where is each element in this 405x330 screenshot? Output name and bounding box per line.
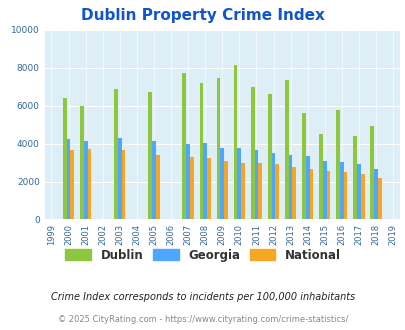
Bar <box>190 157 193 219</box>
Bar <box>216 78 220 219</box>
Bar <box>301 113 305 219</box>
Bar <box>122 150 125 219</box>
Bar <box>117 138 121 219</box>
Bar <box>275 164 279 219</box>
Bar <box>326 171 330 219</box>
Bar <box>288 155 292 219</box>
Bar <box>356 164 360 219</box>
Bar <box>271 153 275 219</box>
Bar <box>199 83 203 219</box>
Bar <box>182 73 186 219</box>
Text: Dublin Property Crime Index: Dublin Property Crime Index <box>81 8 324 23</box>
Bar <box>322 161 326 219</box>
Bar <box>83 141 87 219</box>
Bar <box>87 149 91 219</box>
Bar <box>309 169 313 219</box>
Bar <box>267 94 271 219</box>
Bar <box>373 169 377 219</box>
Bar <box>335 110 339 219</box>
Bar <box>241 163 244 219</box>
Bar <box>339 162 343 219</box>
Legend: Dublin, Georgia, National: Dublin, Georgia, National <box>60 244 345 266</box>
Bar <box>237 148 241 219</box>
Bar <box>203 143 207 219</box>
Bar <box>63 98 66 219</box>
Bar <box>114 89 117 219</box>
Bar <box>148 92 152 219</box>
Bar <box>284 80 288 219</box>
Bar <box>318 134 322 219</box>
Bar <box>66 139 70 219</box>
Bar <box>186 144 190 219</box>
Bar <box>292 167 296 219</box>
Bar <box>233 65 237 219</box>
Bar <box>352 136 356 219</box>
Bar <box>343 172 347 219</box>
Text: © 2025 CityRating.com - https://www.cityrating.com/crime-statistics/: © 2025 CityRating.com - https://www.city… <box>58 315 347 324</box>
Text: Crime Index corresponds to incidents per 100,000 inhabitants: Crime Index corresponds to incidents per… <box>51 292 354 302</box>
Bar <box>250 87 254 219</box>
Bar <box>156 155 159 219</box>
Bar <box>377 178 381 219</box>
Bar <box>258 163 262 219</box>
Bar <box>220 148 224 219</box>
Bar <box>80 106 83 219</box>
Bar <box>369 125 373 219</box>
Bar <box>152 141 156 219</box>
Bar <box>207 158 210 219</box>
Bar <box>254 150 258 219</box>
Bar <box>360 174 364 219</box>
Bar <box>224 161 227 219</box>
Bar <box>70 150 74 219</box>
Bar <box>305 156 309 219</box>
